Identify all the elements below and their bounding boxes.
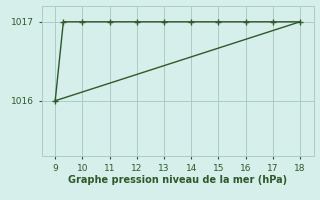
X-axis label: Graphe pression niveau de la mer (hPa): Graphe pression niveau de la mer (hPa): [68, 175, 287, 185]
